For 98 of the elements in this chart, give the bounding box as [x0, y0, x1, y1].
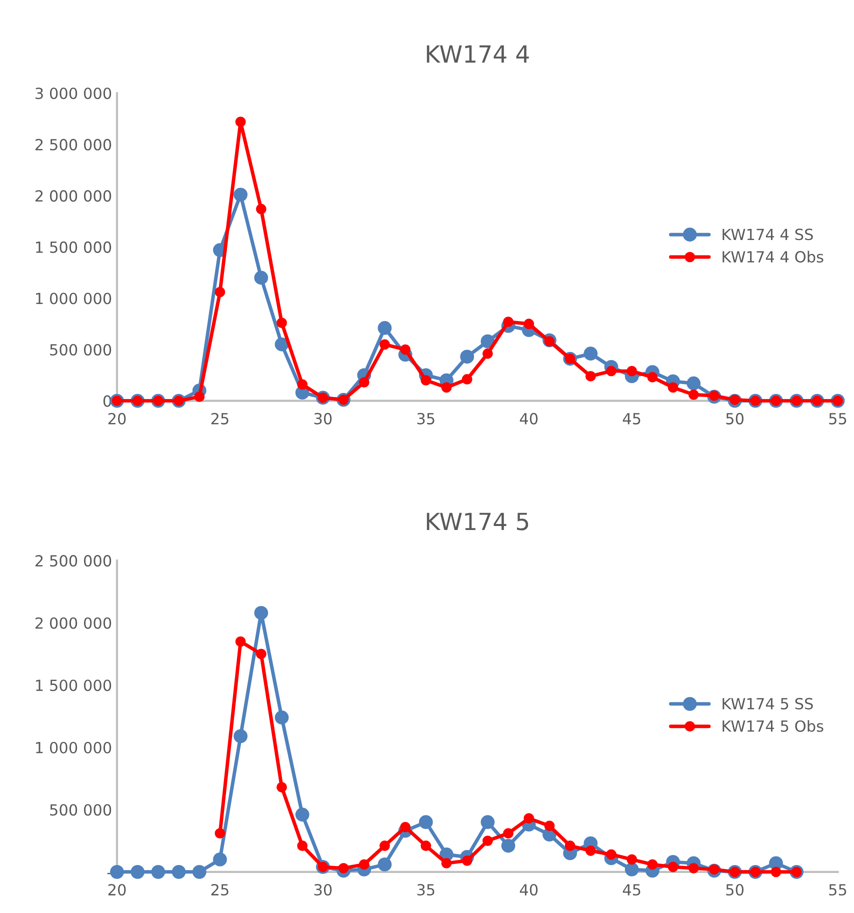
point	[172, 864, 186, 879]
point	[256, 204, 266, 214]
point	[624, 862, 639, 876]
point	[254, 606, 268, 620]
x-tick-label: 40	[520, 412, 538, 424]
point	[235, 636, 246, 647]
y-tick-label: 1 500 000	[36, 241, 112, 253]
point	[564, 840, 576, 851]
point	[606, 366, 616, 376]
y-tick-label: 2 500 000	[36, 555, 112, 567]
point	[647, 859, 658, 870]
point	[524, 318, 534, 330]
point	[254, 270, 268, 285]
point	[770, 866, 782, 878]
point	[256, 648, 266, 660]
point	[418, 815, 433, 830]
x-tick-label: 25	[211, 412, 228, 424]
point	[441, 858, 452, 868]
point	[234, 729, 248, 744]
point	[130, 864, 145, 879]
point	[584, 346, 598, 361]
point	[585, 846, 596, 856]
point	[214, 828, 226, 839]
x-tick-label: 30	[314, 412, 332, 424]
y-tick-label: 2 000 000	[36, 617, 112, 629]
point	[378, 321, 392, 335]
point	[338, 862, 349, 874]
point	[462, 374, 472, 384]
x-tick-label: 50	[726, 884, 744, 896]
x-tick-label: 55	[829, 413, 846, 424]
point	[441, 382, 452, 393]
point	[480, 815, 495, 830]
point	[213, 852, 227, 866]
y-tick-label: 1 000 000	[36, 292, 112, 304]
point	[194, 391, 205, 402]
point	[482, 348, 493, 359]
point	[647, 372, 658, 382]
y-tick-label: 500 000	[50, 344, 112, 356]
x-tick-label: 20	[108, 412, 126, 424]
point	[276, 782, 287, 792]
x-tick-label: 20	[108, 884, 126, 896]
point	[524, 813, 534, 824]
point	[501, 838, 516, 853]
point	[482, 836, 493, 846]
x-tick-label: 45	[622, 413, 640, 424]
point	[380, 339, 390, 350]
y-tick-label: 1 000 000	[36, 742, 112, 754]
point	[274, 337, 289, 352]
x-tick-label: 55	[829, 884, 846, 896]
y-tick-label: 1 500 000	[36, 680, 112, 692]
legend-label: KW174 4 Obs	[722, 250, 824, 263]
y-tick-label: 500 000	[50, 804, 112, 816]
x-tick-label: 35	[417, 412, 434, 424]
point	[420, 840, 432, 851]
point	[668, 862, 678, 872]
legend-label: KW174 5 SS	[722, 698, 813, 710]
point	[400, 344, 411, 355]
point	[544, 820, 555, 832]
x-tick-label: 35	[417, 884, 434, 896]
legend-label: KW174 4 SS	[722, 228, 813, 240]
x-tick-label: 30	[314, 884, 332, 896]
point	[668, 382, 678, 393]
point	[358, 377, 370, 388]
point	[503, 828, 514, 839]
point	[688, 389, 699, 400]
point	[460, 350, 474, 364]
point	[295, 808, 310, 822]
point	[585, 370, 596, 382]
point	[151, 864, 166, 879]
point	[358, 859, 370, 870]
point	[297, 840, 308, 851]
x-tick-label: 45	[622, 884, 640, 896]
point	[214, 286, 226, 298]
point	[378, 858, 392, 872]
point	[274, 710, 289, 724]
chart-title: KW174 5	[426, 512, 528, 530]
point	[686, 376, 701, 390]
point	[380, 840, 390, 851]
chart-title: KW174 4	[426, 45, 529, 63]
y-tick-label: 2 500 000	[36, 138, 112, 150]
x-tick-label: 40	[520, 884, 538, 896]
point	[276, 318, 287, 328]
point	[626, 854, 638, 865]
point	[234, 188, 248, 202]
legend-label: KW174 5 Obs	[722, 720, 824, 732]
point	[462, 856, 472, 866]
point	[688, 862, 699, 874]
y-tick-label: 3 000 000	[36, 88, 112, 100]
x-tick-label: 50	[726, 412, 744, 424]
point	[420, 375, 432, 386]
point	[110, 864, 124, 879]
point	[626, 366, 638, 376]
x-tick-label: 25	[211, 884, 228, 896]
point	[235, 116, 246, 128]
y-tick-label: 2 000 000	[36, 190, 112, 202]
point	[297, 379, 308, 390]
point	[192, 864, 206, 879]
point	[480, 334, 495, 348]
